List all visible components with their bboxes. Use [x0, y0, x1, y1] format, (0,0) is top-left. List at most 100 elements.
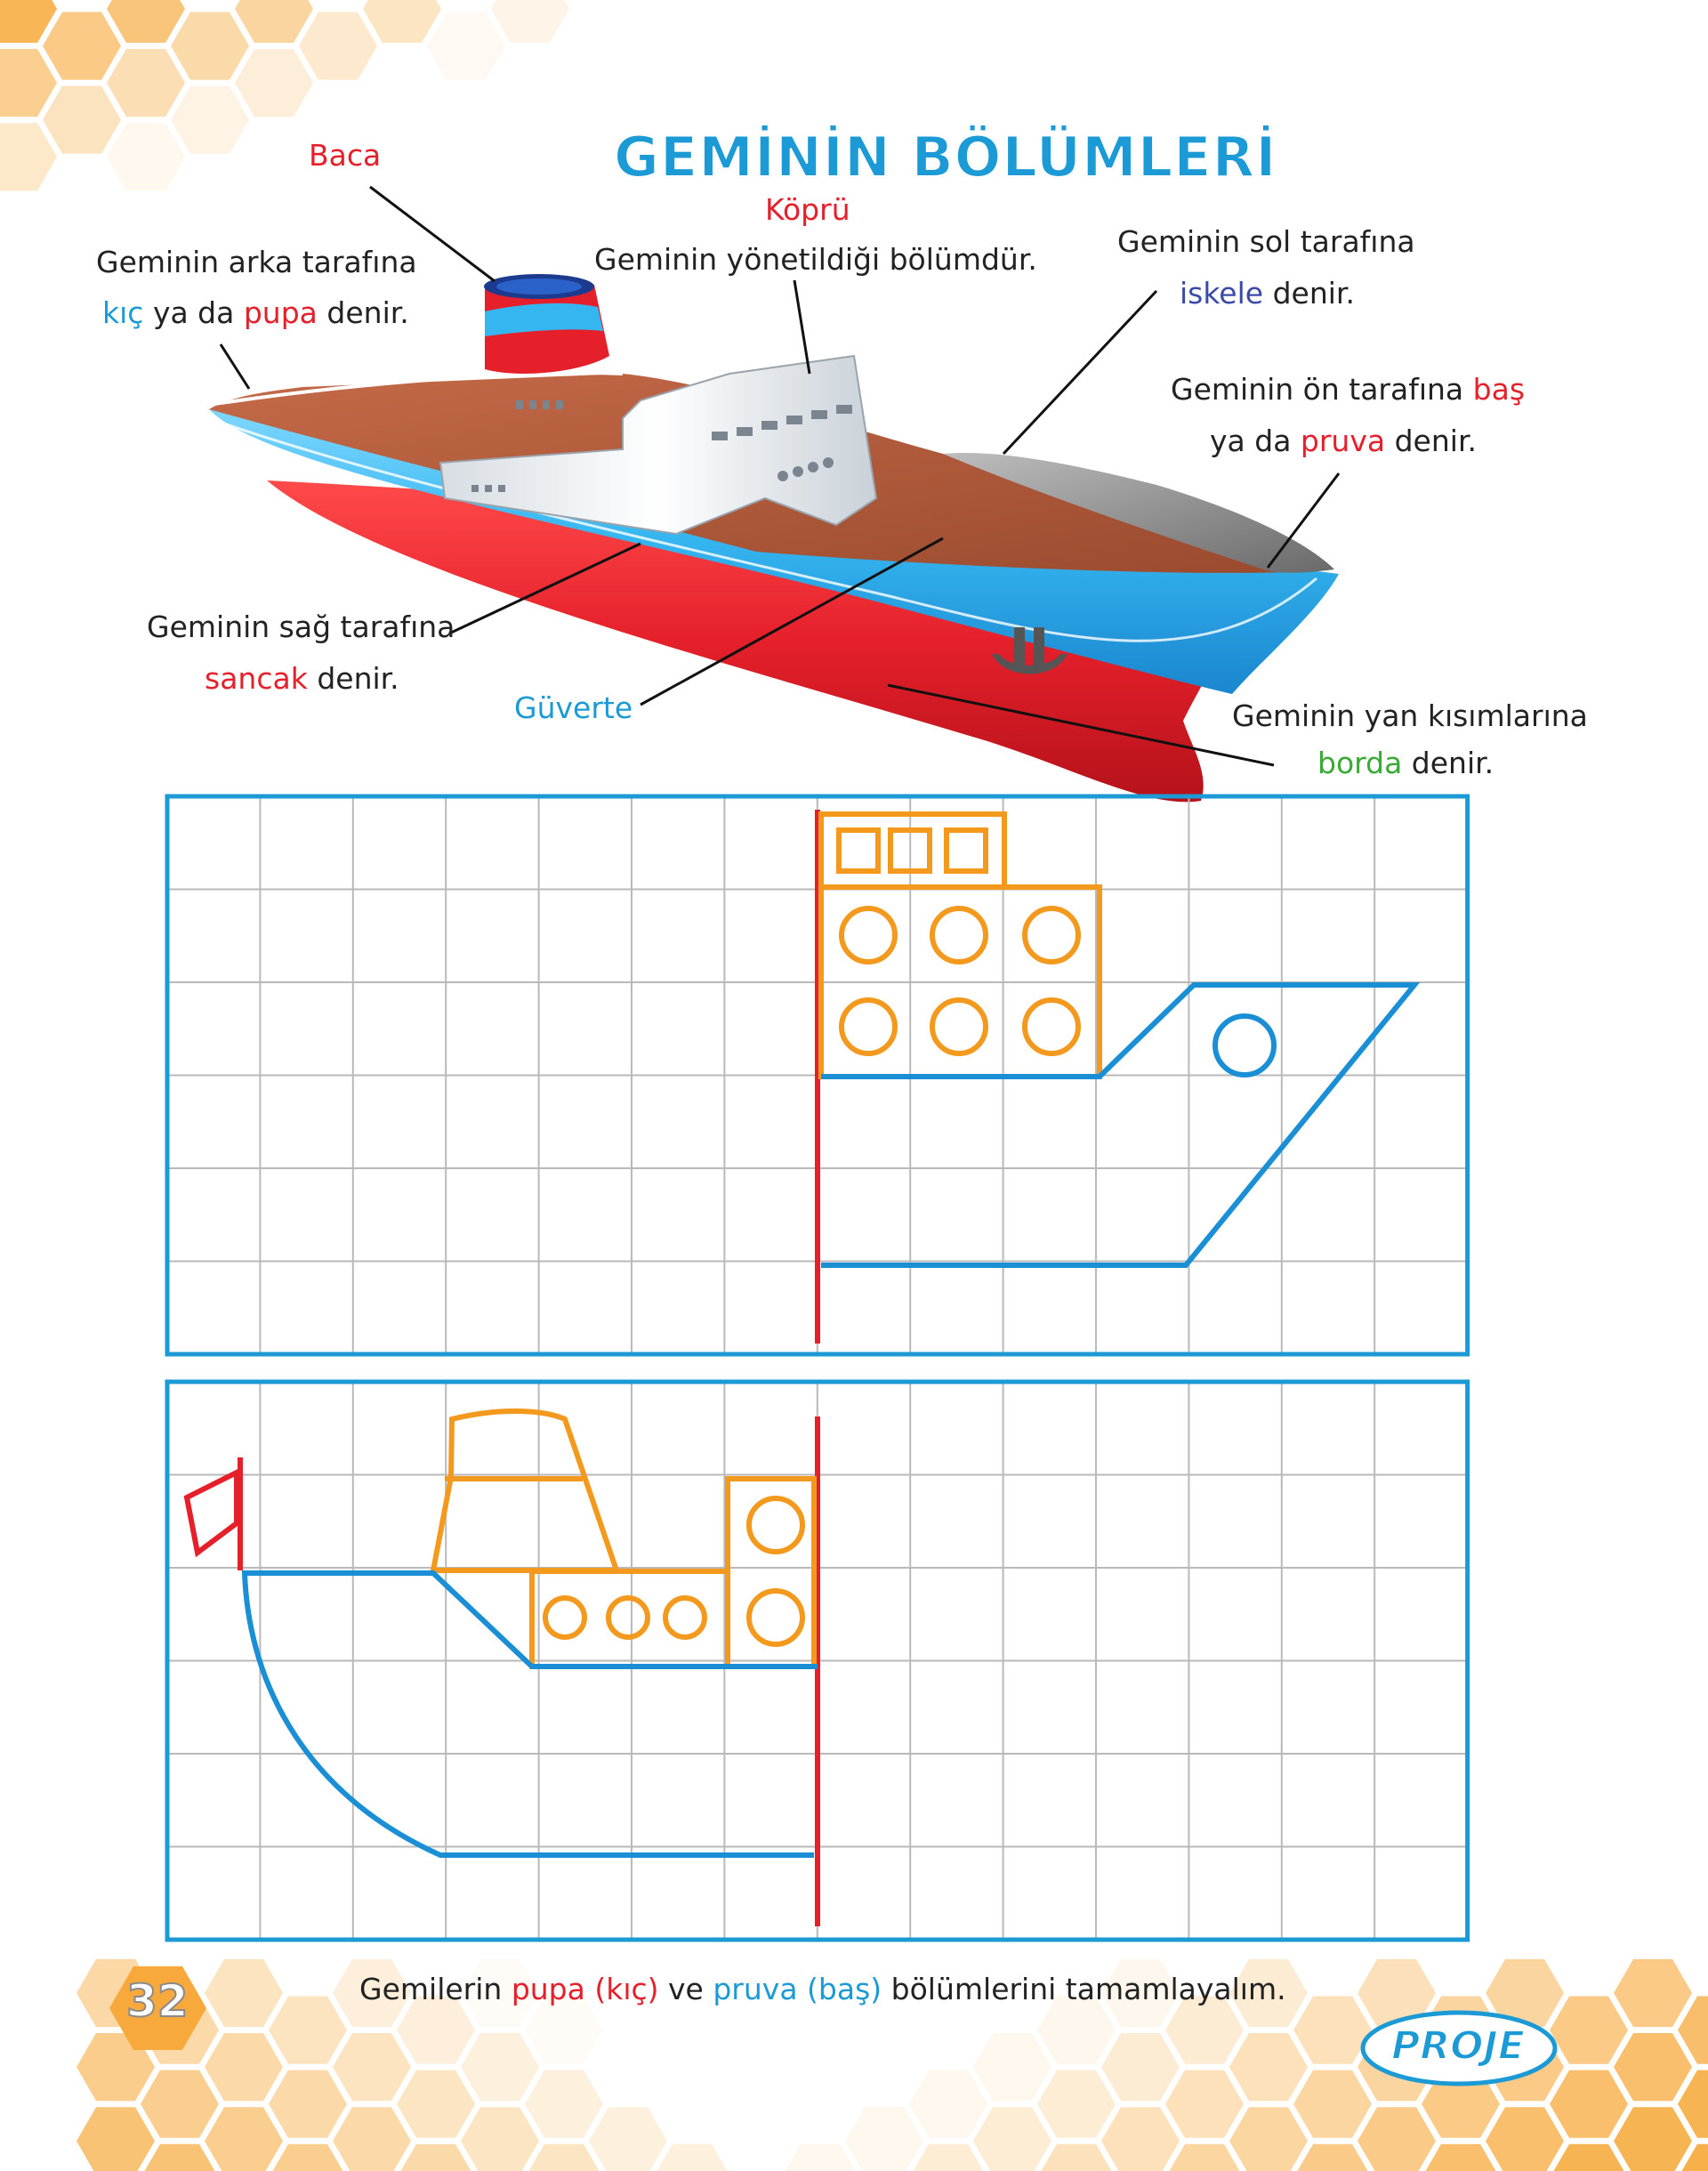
proje-badge: PROJE [1390, 2022, 1526, 2070]
hexagon-cell [461, 2033, 539, 2102]
hexagon-cell [1614, 2107, 1692, 2171]
hexagon-cell [1165, 2070, 1244, 2138]
label-sag-line2: sancak denir. [205, 661, 399, 697]
hexagon-cell [333, 2107, 411, 2171]
hexagon-cell [785, 2143, 856, 2171]
word-pruva: pruva [1300, 424, 1386, 458]
label-arka-line2: kıç ya da pupa denir. [102, 295, 409, 331]
instruction-ve: ve [668, 1972, 704, 2006]
hexagon-cell [1678, 2070, 1708, 2138]
instruction-pupa-kic: pupa (kıç) [511, 1972, 659, 2006]
label-on-line2: ya da pruva denir. [1210, 424, 1477, 459]
label-kopru: Köprü [765, 192, 850, 227]
label-on-text: Geminin ön tarafına [1171, 372, 1464, 407]
exercise2-flag [183, 1468, 239, 1558]
hexagon-cell [525, 1996, 603, 2064]
label-baca: Baca [309, 138, 382, 173]
exercise2-ship-drawing [183, 1408, 820, 1926]
hexagon-cell [363, 0, 441, 44]
word-sancak: sancak [205, 661, 308, 696]
hexagon-cell [1486, 1958, 1564, 2028]
hexagon-cell [657, 2143, 728, 2171]
hexagon-cell [269, 1996, 347, 2064]
word-borda: borda [1317, 746, 1403, 780]
hexagon-cell [43, 85, 121, 154]
hexagon-cell [43, 12, 121, 80]
hexagon-cell [1614, 1958, 1692, 2028]
hexagon-cell [107, 49, 185, 117]
hexagon-cell [397, 2070, 475, 2138]
hexagon-cell [235, 0, 313, 44]
word-denir: denir. [1411, 746, 1494, 780]
hexagon-cell [973, 2033, 1051, 2102]
hexagon-cell [400, 2143, 471, 2171]
hexagon-cell [1678, 1996, 1708, 2064]
word-denir: denir. [1394, 424, 1477, 458]
page-number-hexagon [109, 1966, 206, 2050]
hexagon-cell [909, 2070, 987, 2138]
hexagon-cell [491, 0, 569, 44]
word-kic: kıç [102, 295, 144, 330]
hexagon-cell [205, 2033, 283, 2102]
label-arka-line1: Geminin arka tarafına [96, 245, 417, 279]
hexagon-cell [1550, 2070, 1628, 2138]
hexagon-cell [1550, 1996, 1628, 2064]
hexagon-cell [1297, 2143, 1368, 2171]
hexagon-cell [1486, 2107, 1564, 2171]
exercise2-top-cabin [430, 1408, 621, 1573]
ship-bow-deck [943, 453, 1334, 573]
label-sag-line1: Geminin sağ tarafına [147, 609, 455, 644]
label-sol-line2: iskele denir. [1180, 276, 1355, 311]
hexagon-cell [1229, 2033, 1308, 2102]
hexagon-cell [141, 2070, 219, 2138]
word-ya-da: ya da [152, 295, 235, 330]
hexagon-cell [107, 0, 185, 44]
hexagon-pattern-top [0, 0, 569, 191]
hexagon-cell [973, 2107, 1051, 2171]
hexagon-cell [1229, 1958, 1308, 2028]
instruction-pruva-bas: pruva (baş) [713, 1972, 882, 2006]
hexagon-cell [913, 2143, 984, 2171]
anchor-icon [992, 627, 1068, 674]
label-sol-line1: Geminin sol tarafına [1117, 224, 1415, 259]
instruction-part1: Gemilerin [359, 1972, 503, 2006]
hexagon-cell [427, 12, 505, 80]
hexagon-cell [1293, 1996, 1372, 2064]
exercise1-hull [821, 982, 1421, 1268]
hexagon-cell [461, 2107, 539, 2171]
word-pupa: pupa [243, 295, 318, 330]
hexagon-cell [845, 2107, 923, 2171]
hexagon-cell [528, 2143, 600, 2171]
hexagon-cell [144, 2143, 215, 2171]
hexagon-cell [1681, 2143, 1708, 2171]
word-iskele: iskele [1180, 276, 1264, 311]
hexagon-cell [333, 2033, 411, 2102]
hexagon-cell [1041, 2143, 1112, 2171]
hexagon-cell [1358, 1958, 1436, 2028]
hexagon-cell [1614, 2033, 1692, 2102]
hexagon-cell [525, 2070, 603, 2138]
hexagon-pattern-bottom [77, 1958, 1708, 2171]
hexagon-cell [77, 2033, 155, 2102]
hexagon-cell [1425, 2143, 1496, 2171]
hexagon-cell [299, 12, 377, 80]
grid2-border [165, 1379, 1470, 1942]
hexagon-cell [235, 49, 313, 117]
instruction-part2: bölümlerini tamamlayalım. [890, 1972, 1286, 2006]
label-yan-line2: borda denir. [1317, 746, 1494, 781]
hexagon-cell [0, 123, 57, 191]
hexagon-cell [1037, 1996, 1116, 2064]
hexagon-cell [1358, 2107, 1436, 2171]
hexagon-cell [333, 1958, 411, 2028]
word-denir: denir. [1272, 276, 1355, 311]
hexagon-cell [1101, 1958, 1180, 2028]
hexagon-cell [0, 0, 57, 44]
hexagon-cell [397, 1996, 475, 2064]
hexagon-cell [272, 2143, 343, 2171]
hexagon-cell [171, 85, 249, 154]
page-title: GEMİNİN BÖLÜMLERİ [613, 124, 1277, 190]
hexagon-cell [1169, 2143, 1240, 2171]
hexagon-cell [1229, 2107, 1308, 2171]
